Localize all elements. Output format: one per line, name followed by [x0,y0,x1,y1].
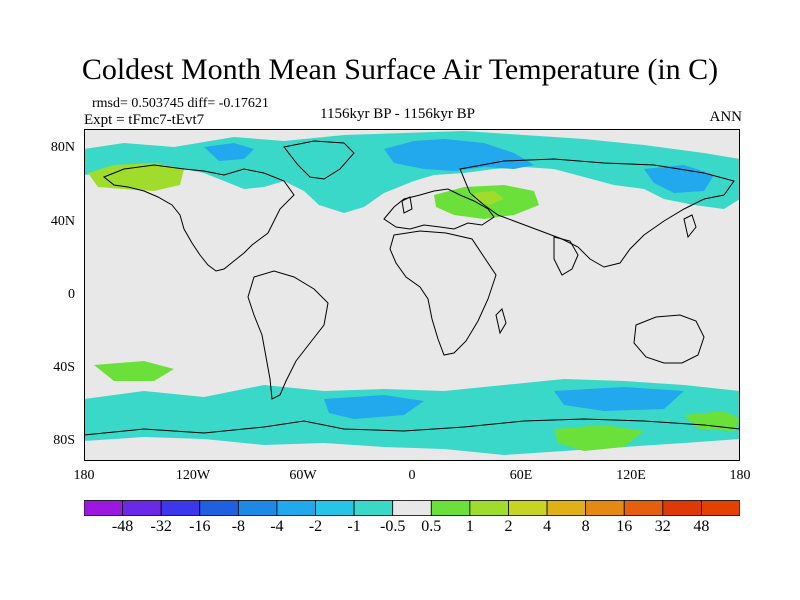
colorbar-tick-label: 48 [693,518,710,535]
antarctic-green-field-2 [684,411,740,431]
colorbar [84,500,740,516]
madagascar-coast [495,308,507,335]
colorbar-tick-label: 16 [616,518,633,535]
anomaly-fields [84,131,740,455]
asia-coast [459,158,735,268]
colorbar-swatch [353,500,394,516]
colorbar-swatch [662,500,702,516]
colorbar-tick-label: -4 [270,518,284,535]
lon-label-120e: 120E [616,468,646,483]
colorbar-tick-label: 2 [504,518,513,535]
colorbar-tick-label: -0.5 [380,518,406,535]
period-label: 1156kyr BP - 1156kyr BP [320,106,476,122]
colorbar-tick-label: 1 [465,518,474,535]
colorbar-tick-label: -48 [111,518,134,535]
greenland-blue-field [204,143,254,161]
colorbar-tick-label: 8 [581,518,590,535]
colorbar-swatch [315,500,355,516]
colorbar-swatch [701,500,740,516]
colorbar-tick-label: -16 [189,518,211,535]
lat-label-40n: 40N [50,214,75,229]
colorbar-swatch [199,500,239,516]
colorbar-tick-label: 0.5 [421,518,442,535]
europe-coast [383,188,495,230]
southern-ocean-blue-field [324,395,424,419]
colorbar-swatch [430,500,471,516]
south-pacific-green-field [94,361,174,381]
colorbar-swatch [84,500,123,516]
lat-label-0: 0 [68,287,75,302]
south-america-coast [247,270,329,400]
stats-label: rmsd= 0.503745 diff= -0.17621 [92,96,269,111]
lon-label-180w: 180 [73,468,95,483]
colorbar-tick-label: -2 [308,518,323,535]
colorbar-swatch [276,500,316,516]
world-map [84,129,740,461]
japan-coast [683,214,697,239]
lat-label-40s: 40S [53,360,75,375]
lon-label-180e: 180 [729,468,751,483]
colorbar-swatch [623,500,664,516]
lon-label-0: 0 [408,468,416,483]
experiment-label: Expt = tFmc7-tEvt7 [84,112,205,128]
north-america-coast [103,164,295,272]
colorbar-tick-label: 32 [654,518,671,535]
greenland-coast [283,140,355,180]
india-coast [553,236,579,276]
colorbar-swatch [585,500,625,516]
colorbar-tick-label: -32 [150,518,172,535]
map-title: Coldest Month Mean Surface Air Temperatu… [81,53,719,86]
lon-label-60e: 60E [509,468,533,483]
lat-label-80n: 80N [50,140,75,155]
colorbar-tick-label: 4 [543,518,552,535]
season-label: ANN [709,109,743,125]
antarctica-coast [84,418,740,436]
russia-blue-field [384,139,534,171]
africa-coast [389,230,497,356]
europe-yellow-field [474,191,504,205]
colorbar-swatch [122,500,162,516]
colorbar-swatch [237,500,278,516]
colorbar-swatch [546,500,587,516]
colorbar-swatch [508,500,548,516]
colorbar-tick-label: -8 [231,518,246,535]
uk-coast [401,196,413,214]
antarctic-green-field [554,425,644,451]
lon-label-120w: 120W [175,468,211,483]
map-frame [84,129,740,461]
lat-label-80s: 80S [53,433,75,448]
colorbar-tick-label: -1 [347,518,361,535]
coastlines [84,140,740,436]
australia-coast [633,314,705,364]
colorbar-swatch [392,500,432,516]
lon-label-60w: 60W [289,468,317,483]
colorbar-swatch [469,500,509,516]
colorbar-swatch [160,500,201,516]
indian-ocean-blue-field [554,387,684,411]
